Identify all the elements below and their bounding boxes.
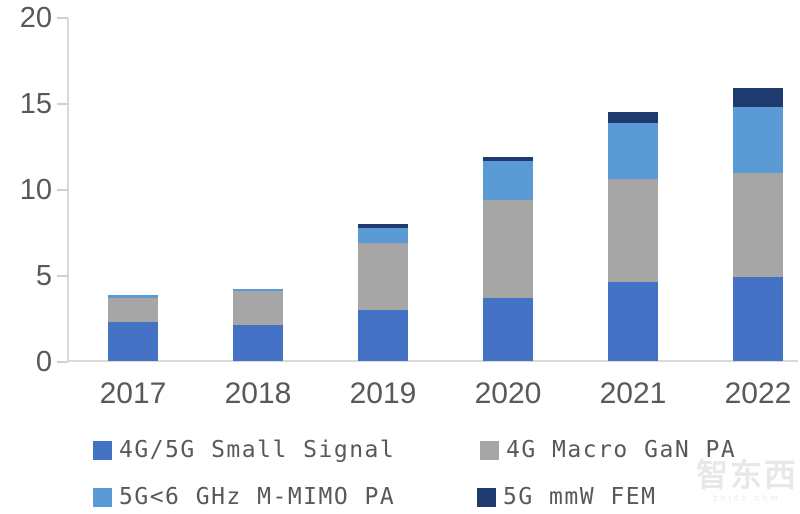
bar-segment [733, 277, 783, 362]
bar-segment [233, 289, 283, 292]
x-axis-line [67, 360, 798, 362]
legend-label: 4G/5G Small Signal [119, 437, 396, 463]
x-axis-tick-label: 2020 [474, 377, 542, 410]
watermark-url: zhidx.com [713, 493, 781, 503]
legend-swatch-icon [477, 487, 496, 507]
y-axis-tick-label: 15 [19, 87, 52, 120]
x-axis-tick-label: 2021 [599, 377, 667, 410]
legend-label: 5G mmW FEM [503, 484, 657, 510]
bar-segment [233, 325, 283, 362]
y-axis-tick-label: 5 [35, 259, 52, 292]
legend-swatch-icon [93, 440, 112, 460]
bar-2017 [108, 294, 158, 362]
bar-segment [608, 179, 658, 283]
bar-segment [358, 243, 408, 310]
bar-segment [483, 157, 533, 161]
y-axis-tick [57, 360, 68, 363]
y-axis-tick-label: 20 [19, 2, 52, 34]
bar-segment [483, 200, 533, 298]
bar-segment [733, 88, 783, 108]
y-axis-line [67, 18, 69, 362]
bar-segment [608, 122, 658, 180]
x-axis-tick-label: 2018 [224, 377, 292, 410]
bar-segment [358, 227, 408, 243]
legend-item: 4G/5G Small Signal [93, 437, 396, 463]
y-axis-tick-label: 0 [35, 345, 52, 378]
x-axis-tick-label: 2022 [724, 377, 792, 410]
bar-segment [483, 160, 533, 201]
y-axis-tick [57, 102, 68, 105]
bar-segment [358, 224, 408, 228]
y-axis-tick [57, 188, 68, 191]
bar-segment [108, 297, 158, 322]
legend-label: 5G<6 GHz M-MIMO PA [119, 484, 396, 510]
legend-item: 4G Macro GaN PA [480, 437, 737, 463]
bar-segment [358, 309, 408, 362]
bar-segment [233, 291, 283, 326]
y-axis-tick [57, 17, 68, 19]
bar-segment [608, 282, 658, 362]
bar-2021 [608, 112, 658, 362]
bar-segment [733, 172, 783, 278]
legend-item: 5G<6 GHz M-MIMO PA [93, 484, 396, 510]
bar-segment [108, 321, 158, 362]
legend-item: 5G mmW FEM [477, 484, 657, 510]
x-axis-tick-label: 2019 [349, 377, 417, 410]
bar-2019 [358, 224, 408, 362]
bar-segment [483, 297, 533, 362]
y-axis-tick-label: 10 [19, 173, 52, 206]
legend-swatch-icon [480, 440, 499, 460]
bar-2018 [233, 289, 283, 362]
bar-segment [608, 112, 658, 123]
legend-swatch-icon [93, 487, 112, 507]
bar-segment [108, 294, 158, 298]
legend-label: 4G Macro GaN PA [506, 437, 737, 463]
watermark: 智东西 zhidx.com [694, 458, 800, 504]
bar-segment [733, 107, 783, 173]
y-axis-tick [57, 274, 68, 277]
bar-2022 [733, 88, 783, 362]
x-axis-tick-label: 2017 [99, 377, 167, 410]
bar-2020 [483, 157, 533, 362]
watermark-logo: 智东西 [695, 457, 798, 493]
